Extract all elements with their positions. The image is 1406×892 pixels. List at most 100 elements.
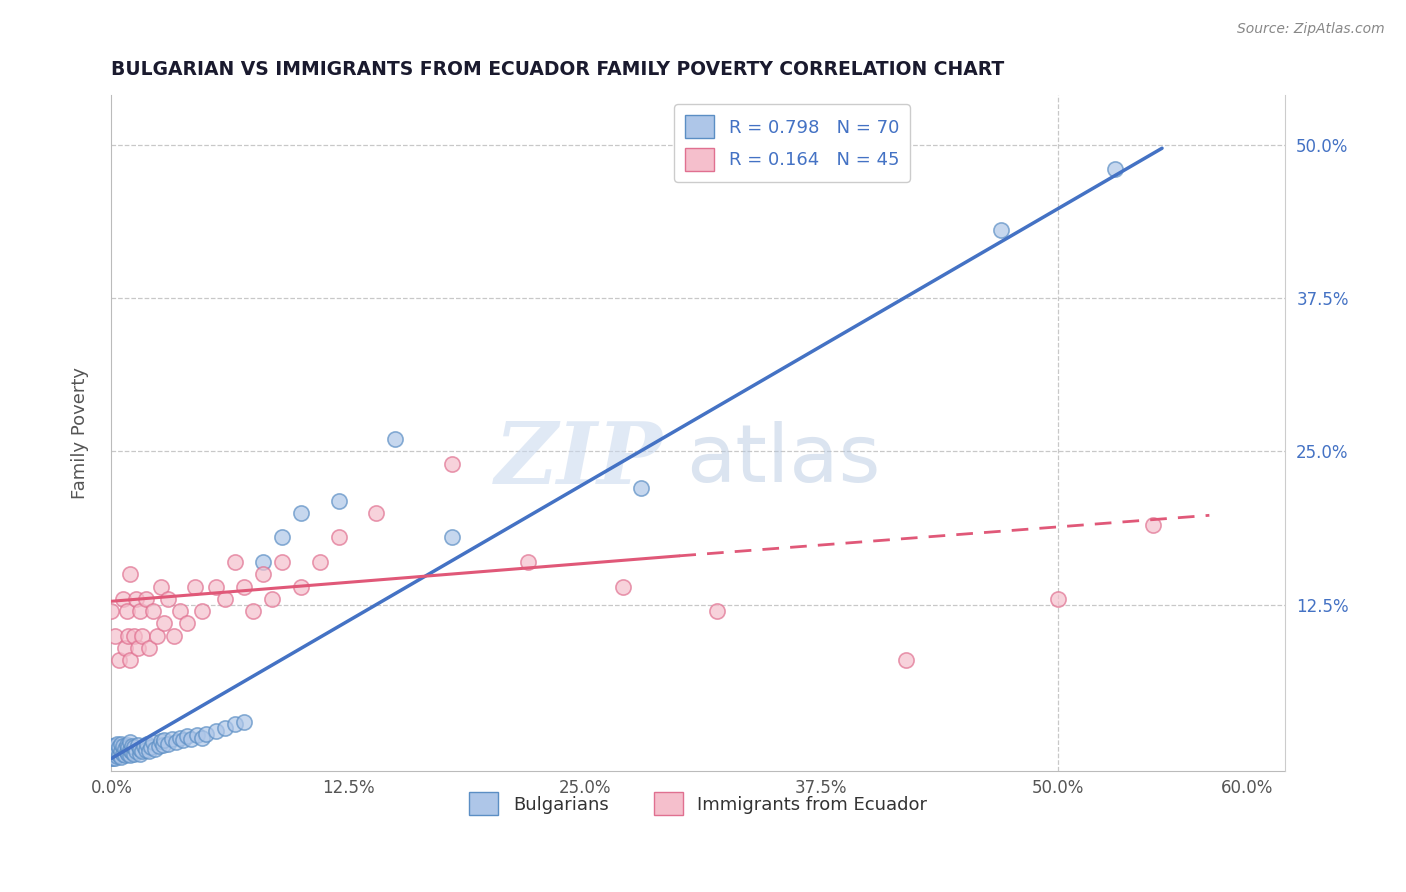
Point: [117, 740, 139, 755]
Point: [132, 739, 155, 753]
Point: [252, 555, 274, 569]
Legend: Bulgarians, Immigrants from Ecuador: Bulgarians, Immigrants from Ecuador: [463, 785, 934, 822]
Point: [142, 604, 165, 618]
Point: [103, 741, 125, 756]
Point: [105, 743, 128, 757]
Point: [290, 506, 312, 520]
Point: [108, 740, 131, 755]
Point: [143, 741, 166, 756]
Point: [191, 731, 214, 745]
Point: [165, 735, 187, 749]
Point: [100, 751, 122, 765]
Point: [100, 739, 122, 753]
Point: [121, 739, 143, 753]
Point: [153, 733, 176, 747]
Text: ZIP: ZIP: [495, 418, 664, 502]
Point: [103, 751, 125, 765]
Point: [110, 737, 132, 751]
Point: [157, 591, 180, 606]
Point: [262, 591, 284, 606]
Point: [104, 745, 127, 759]
Point: [1104, 162, 1126, 177]
Point: [441, 457, 464, 471]
Point: [152, 738, 174, 752]
Point: [135, 743, 157, 757]
Point: [114, 640, 136, 655]
Point: [120, 743, 142, 757]
Point: [172, 733, 194, 747]
Point: [186, 728, 208, 742]
Point: [127, 738, 149, 752]
Point: [135, 591, 157, 606]
Point: [204, 580, 226, 594]
Point: [115, 738, 138, 752]
Point: [121, 745, 143, 759]
Point: [149, 580, 172, 594]
Point: [180, 731, 202, 746]
Point: [131, 744, 153, 758]
Point: [1142, 518, 1164, 533]
Point: [125, 744, 148, 758]
Point: [214, 721, 236, 735]
Point: [120, 735, 142, 749]
Point: [242, 604, 264, 618]
Point: [117, 629, 139, 643]
Point: [128, 741, 150, 756]
Point: [252, 567, 274, 582]
Point: [233, 580, 256, 594]
Point: [131, 629, 153, 643]
Point: [157, 737, 180, 751]
Point: [195, 727, 218, 741]
Point: [104, 739, 127, 753]
Point: [122, 747, 145, 761]
Point: [108, 653, 131, 667]
Point: [990, 223, 1012, 237]
Point: [328, 493, 350, 508]
Point: [191, 604, 214, 618]
Point: [105, 737, 128, 751]
Point: [328, 530, 350, 544]
Point: [114, 741, 136, 756]
Point: [111, 591, 134, 606]
Point: [630, 481, 652, 495]
Point: [1046, 591, 1069, 606]
Text: atlas: atlas: [686, 421, 882, 499]
Point: [516, 555, 538, 569]
Point: [128, 747, 150, 761]
Point: [115, 745, 138, 759]
Point: [105, 748, 128, 763]
Point: [176, 729, 198, 743]
Point: [122, 629, 145, 643]
Point: [120, 653, 142, 667]
Point: [176, 616, 198, 631]
Point: [115, 604, 138, 618]
Point: [153, 616, 176, 631]
Point: [214, 591, 236, 606]
Y-axis label: Family Poverty: Family Poverty: [72, 368, 89, 499]
Point: [120, 567, 142, 582]
Point: [100, 745, 122, 759]
Point: [104, 751, 127, 765]
Point: [111, 739, 134, 753]
Point: [270, 555, 292, 569]
Point: [142, 735, 165, 749]
Point: [270, 530, 292, 544]
Point: [148, 739, 170, 753]
Point: [308, 555, 330, 569]
Point: [441, 530, 464, 544]
Point: [111, 747, 134, 761]
Point: [110, 744, 132, 758]
Point: [117, 747, 139, 761]
Point: [184, 580, 207, 594]
Point: [706, 604, 728, 618]
Point: [384, 432, 406, 446]
Point: [136, 737, 159, 751]
Point: [125, 591, 148, 606]
Point: [127, 640, 149, 655]
Point: [290, 580, 312, 594]
Point: [224, 717, 246, 731]
Point: [141, 740, 163, 755]
Point: [366, 506, 388, 520]
Point: [224, 555, 246, 569]
Point: [104, 629, 127, 643]
